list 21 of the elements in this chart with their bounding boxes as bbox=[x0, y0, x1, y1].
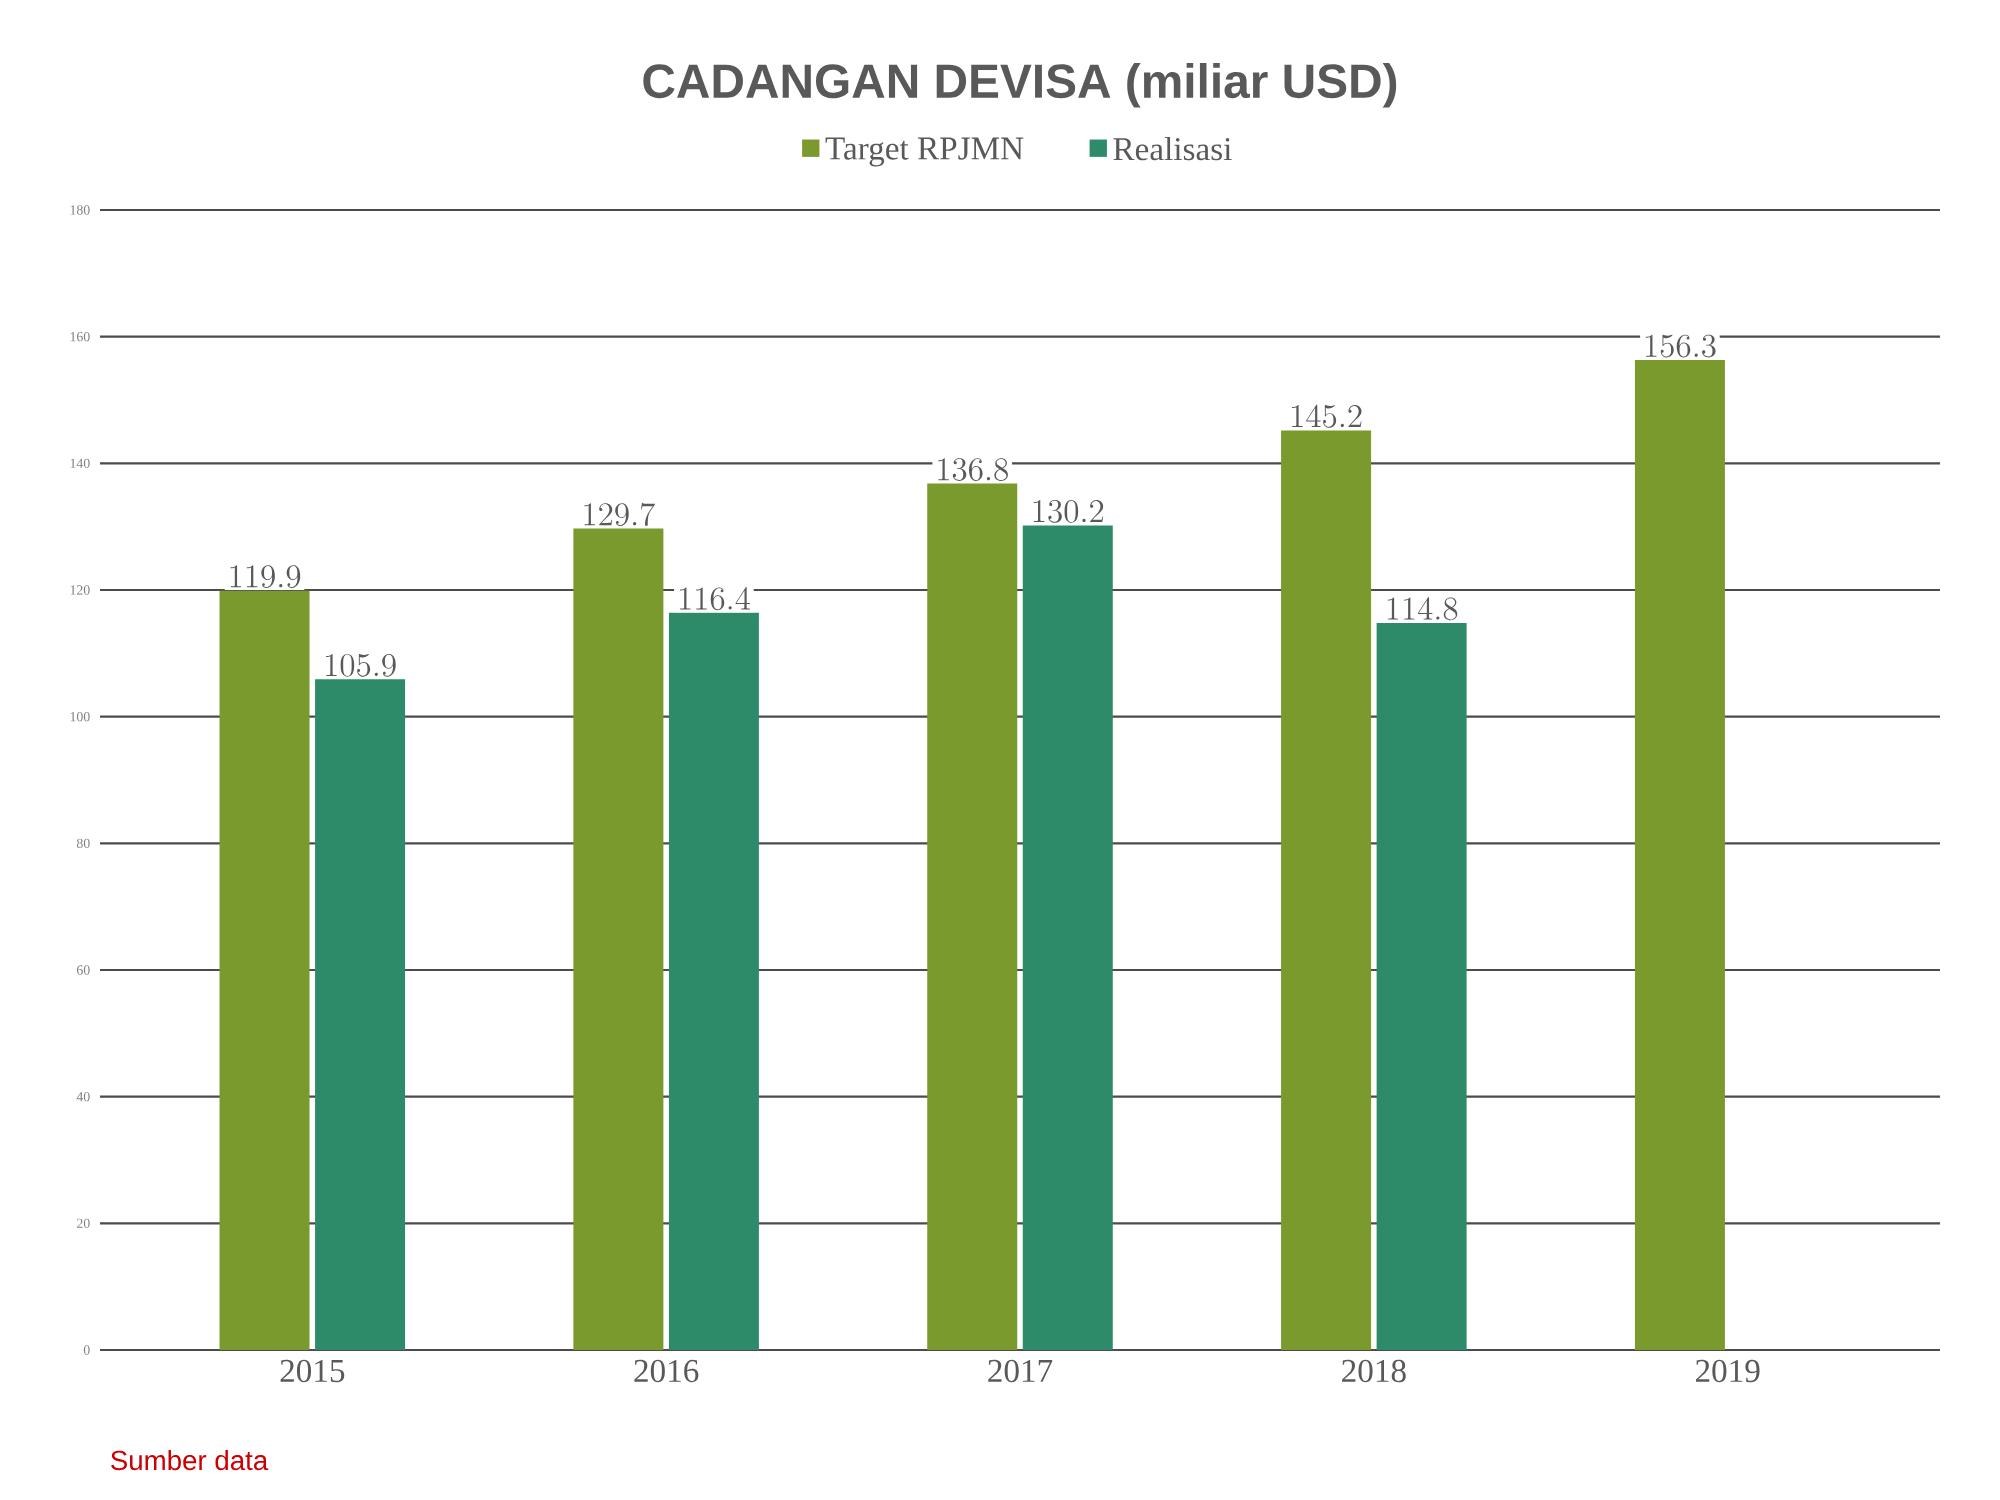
data-label: 136.8 bbox=[938, 458, 1008, 481]
x-tick-label: 2016 bbox=[634, 1359, 699, 1383]
chart-title: CADANGAN DEVISA (miliar USD) bbox=[643, 63, 1397, 108]
bar bbox=[219, 590, 310, 1350]
data-label: 156.3 bbox=[1645, 334, 1716, 358]
data-label: 114.8 bbox=[1387, 597, 1458, 621]
data-label: 116.4 bbox=[679, 587, 751, 611]
x-tick-label: 2015 bbox=[280, 1359, 345, 1383]
legend-label: Target RPJMN bbox=[825, 137, 1024, 167]
data-label: 119.9 bbox=[230, 565, 301, 588]
data-label: 105.9 bbox=[326, 653, 396, 677]
x-tick-label: 2018 bbox=[1342, 1359, 1406, 1383]
data-label: 145.2 bbox=[1292, 404, 1362, 428]
data-label: 130.2 bbox=[1033, 499, 1104, 523]
x-tick-label: 2017 bbox=[988, 1359, 1053, 1383]
legend-label: Realisasi bbox=[1113, 136, 1232, 161]
data-label: 129.7 bbox=[584, 502, 655, 526]
text: Sumber data bbox=[111, 1449, 269, 1471]
x-tick-label: 2019 bbox=[1695, 1359, 1760, 1383]
bar bbox=[1634, 360, 1725, 1350]
bar bbox=[927, 483, 1018, 1350]
